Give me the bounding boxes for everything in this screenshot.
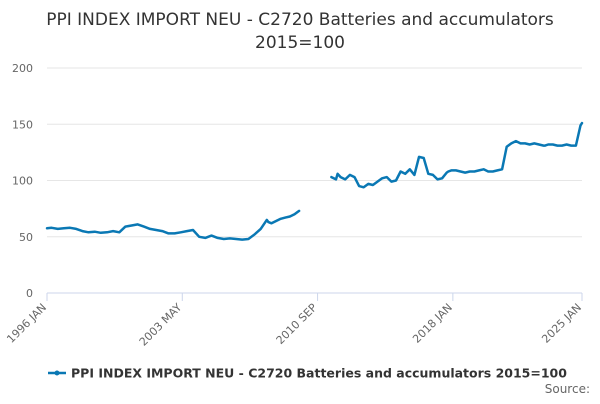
y-tick-label: 50	[19, 231, 33, 244]
y-tick-label: 200	[12, 62, 33, 75]
source-label: Source:	[545, 382, 590, 396]
series-layer	[45, 121, 584, 241]
legend-dot-marker	[54, 370, 60, 376]
chart-subtitle: 2015=100	[255, 33, 345, 53]
chart-title: PPI INDEX IMPORT NEU - C2720 Batteries a…	[46, 10, 554, 30]
series-line	[45, 209, 301, 241]
y-tick-label: 150	[12, 118, 33, 131]
x-tick-label: 1996 JAN	[4, 301, 49, 346]
x-tick-label: 2018 JAN	[410, 301, 455, 346]
grid-layer	[47, 67, 582, 238]
legend-label: PPI INDEX IMPORT NEU - C2720 Batteries a…	[71, 366, 567, 381]
y-tick-label: 0	[26, 287, 33, 300]
axis-layer: 0 50 100 150 200 1996 JAN 2003 MAY 2010 SEP 2018…	[4, 62, 584, 349]
series-line	[330, 121, 584, 189]
x-tick-label: 2010 SEP	[274, 301, 320, 347]
x-tick-label: 2025 JAN	[539, 301, 584, 346]
x-tick-label: 2003 MAY	[137, 301, 185, 349]
legend[interactable]: PPI INDEX IMPORT NEU - C2720 Batteries a…	[48, 366, 567, 381]
y-tick-label: 100	[12, 175, 33, 188]
